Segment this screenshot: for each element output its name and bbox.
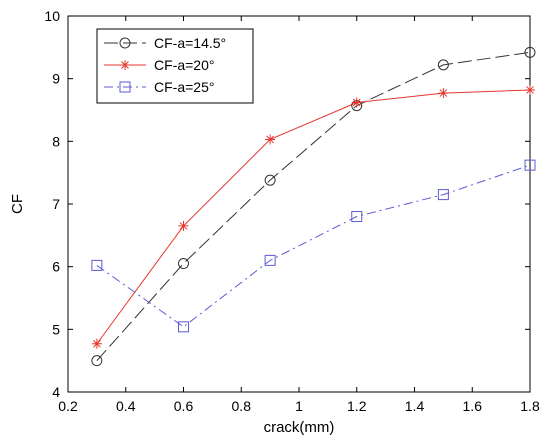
square-marker	[524, 159, 536, 171]
legend-label-1: CF-a=20°	[154, 57, 214, 73]
y-axis-label: CF	[9, 194, 26, 214]
star-marker	[178, 220, 189, 231]
circle-marker	[524, 46, 536, 58]
series-markers	[91, 46, 536, 367]
x-axis-label: crack(mm)	[264, 419, 335, 436]
series-lines	[96, 51, 531, 361]
axis-ticks: 0.2 0.4 0.6 0.8 1 1.2 1.4 1.6 1.8 4 5 6 7 8 9 10	[44, 8, 540, 414]
circle-marker	[119, 37, 131, 49]
x-tick-label: 0.4	[116, 398, 136, 414]
x-tick-label: 1.2	[347, 398, 367, 414]
y-tick-label: 5	[52, 321, 60, 337]
x-tick-label: 0.2	[58, 398, 78, 414]
y-tick-label: 6	[52, 259, 60, 275]
square-marker	[351, 211, 363, 223]
star-marker	[351, 97, 362, 108]
circle-marker	[91, 355, 103, 367]
x-tick-label: 1.8	[520, 398, 540, 414]
legend-label-0: CF-a=14.5°	[154, 35, 226, 51]
square-marker	[178, 321, 189, 333]
x-tick-label: 0.6	[174, 398, 194, 414]
circle-marker	[264, 174, 276, 186]
series-line-1	[96, 89, 531, 345]
x-tick-label: 1.6	[463, 398, 483, 414]
star-marker	[120, 60, 130, 70]
y-tick-label: 8	[52, 133, 60, 149]
legend-box	[96, 28, 254, 104]
x-tick-label: 1	[295, 398, 303, 414]
star-marker	[265, 134, 276, 145]
star-marker	[438, 88, 449, 99]
series-line-0	[96, 51, 531, 361]
circle-marker	[178, 258, 189, 270]
legend-label-2: CF-a=25°	[154, 79, 214, 95]
x-tick-label: 0.8	[232, 398, 252, 414]
star-marker	[525, 84, 535, 95]
legend: CF-a=14.5° CF-a=20° CF-a=25°	[96, 28, 254, 104]
star-marker	[91, 338, 102, 349]
x-tick-label: 1.4	[405, 398, 425, 414]
square-marker	[91, 259, 103, 271]
y-tick-label: 4	[52, 384, 60, 400]
y-tick-label: 7	[52, 196, 60, 212]
square-marker	[437, 189, 449, 201]
circle-marker	[437, 59, 449, 71]
y-tick-label: 9	[52, 71, 60, 87]
square-marker	[119, 81, 131, 93]
y-tick-label: 10	[44, 8, 60, 24]
square-marker	[264, 254, 276, 266]
